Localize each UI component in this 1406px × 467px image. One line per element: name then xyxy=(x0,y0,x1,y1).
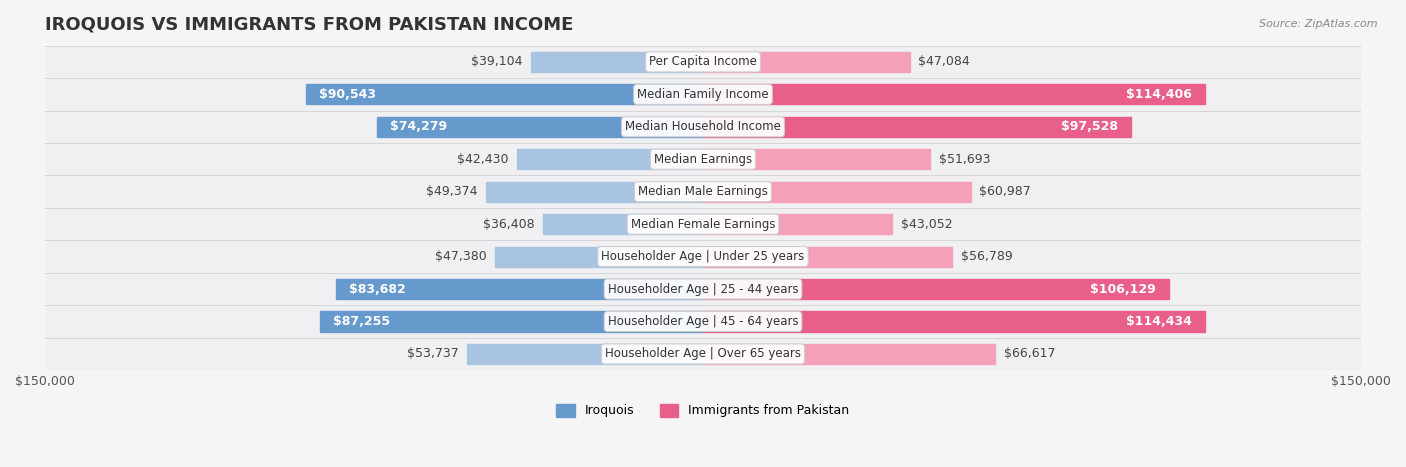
Text: $43,052: $43,052 xyxy=(901,218,952,231)
Text: $39,104: $39,104 xyxy=(471,56,523,68)
Text: Per Capita Income: Per Capita Income xyxy=(650,56,756,68)
Bar xyxy=(531,52,703,72)
Text: IROQUOIS VS IMMIGRANTS FROM PAKISTAN INCOME: IROQUOIS VS IMMIGRANTS FROM PAKISTAN INC… xyxy=(45,15,574,33)
Bar xyxy=(45,241,1361,273)
Bar xyxy=(305,84,703,105)
Bar xyxy=(45,305,1361,338)
Legend: Iroquois, Immigrants from Pakistan: Iroquois, Immigrants from Pakistan xyxy=(551,399,855,422)
Text: $49,374: $49,374 xyxy=(426,185,478,198)
Bar xyxy=(495,247,703,267)
Text: $47,084: $47,084 xyxy=(918,56,970,68)
Bar xyxy=(45,143,1361,176)
Text: $74,279: $74,279 xyxy=(391,120,447,133)
Text: $47,380: $47,380 xyxy=(434,250,486,263)
Bar xyxy=(703,247,952,267)
Bar xyxy=(703,84,1205,105)
Bar xyxy=(703,311,1205,332)
Text: $51,693: $51,693 xyxy=(939,153,990,166)
Bar xyxy=(45,111,1361,143)
Text: $114,406: $114,406 xyxy=(1126,88,1192,101)
Bar xyxy=(703,344,995,364)
Bar xyxy=(703,279,1168,299)
Text: Householder Age | Under 25 years: Householder Age | Under 25 years xyxy=(602,250,804,263)
Bar xyxy=(336,279,703,299)
Text: $114,434: $114,434 xyxy=(1126,315,1192,328)
Bar xyxy=(45,78,1361,111)
Bar xyxy=(45,338,1361,370)
Text: $53,737: $53,737 xyxy=(406,347,458,361)
Text: $36,408: $36,408 xyxy=(482,218,534,231)
Bar xyxy=(45,176,1361,208)
Text: $60,987: $60,987 xyxy=(980,185,1031,198)
Bar xyxy=(703,149,929,170)
Bar xyxy=(321,311,703,332)
Text: Source: ZipAtlas.com: Source: ZipAtlas.com xyxy=(1260,19,1378,28)
Bar xyxy=(486,182,703,202)
Text: Median Female Earnings: Median Female Earnings xyxy=(631,218,775,231)
Text: $97,528: $97,528 xyxy=(1060,120,1118,133)
Bar xyxy=(703,117,1130,137)
Text: $66,617: $66,617 xyxy=(1004,347,1056,361)
Text: Householder Age | Over 65 years: Householder Age | Over 65 years xyxy=(605,347,801,361)
Text: Median Household Income: Median Household Income xyxy=(626,120,780,133)
Bar xyxy=(45,46,1361,78)
Text: Median Family Income: Median Family Income xyxy=(637,88,769,101)
Text: Median Male Earnings: Median Male Earnings xyxy=(638,185,768,198)
Text: Median Earnings: Median Earnings xyxy=(654,153,752,166)
Text: $56,789: $56,789 xyxy=(960,250,1012,263)
Bar xyxy=(703,182,970,202)
Text: Householder Age | 45 - 64 years: Householder Age | 45 - 64 years xyxy=(607,315,799,328)
Bar xyxy=(703,52,910,72)
Text: $87,255: $87,255 xyxy=(333,315,391,328)
Bar xyxy=(543,214,703,234)
Bar xyxy=(517,149,703,170)
Text: Householder Age | 25 - 44 years: Householder Age | 25 - 44 years xyxy=(607,283,799,296)
Text: $83,682: $83,682 xyxy=(349,283,406,296)
Bar xyxy=(45,208,1361,241)
Bar xyxy=(467,344,703,364)
Bar xyxy=(377,117,703,137)
Text: $90,543: $90,543 xyxy=(319,88,375,101)
Bar xyxy=(45,273,1361,305)
Text: $42,430: $42,430 xyxy=(457,153,508,166)
Bar xyxy=(703,214,891,234)
Text: $106,129: $106,129 xyxy=(1090,283,1156,296)
